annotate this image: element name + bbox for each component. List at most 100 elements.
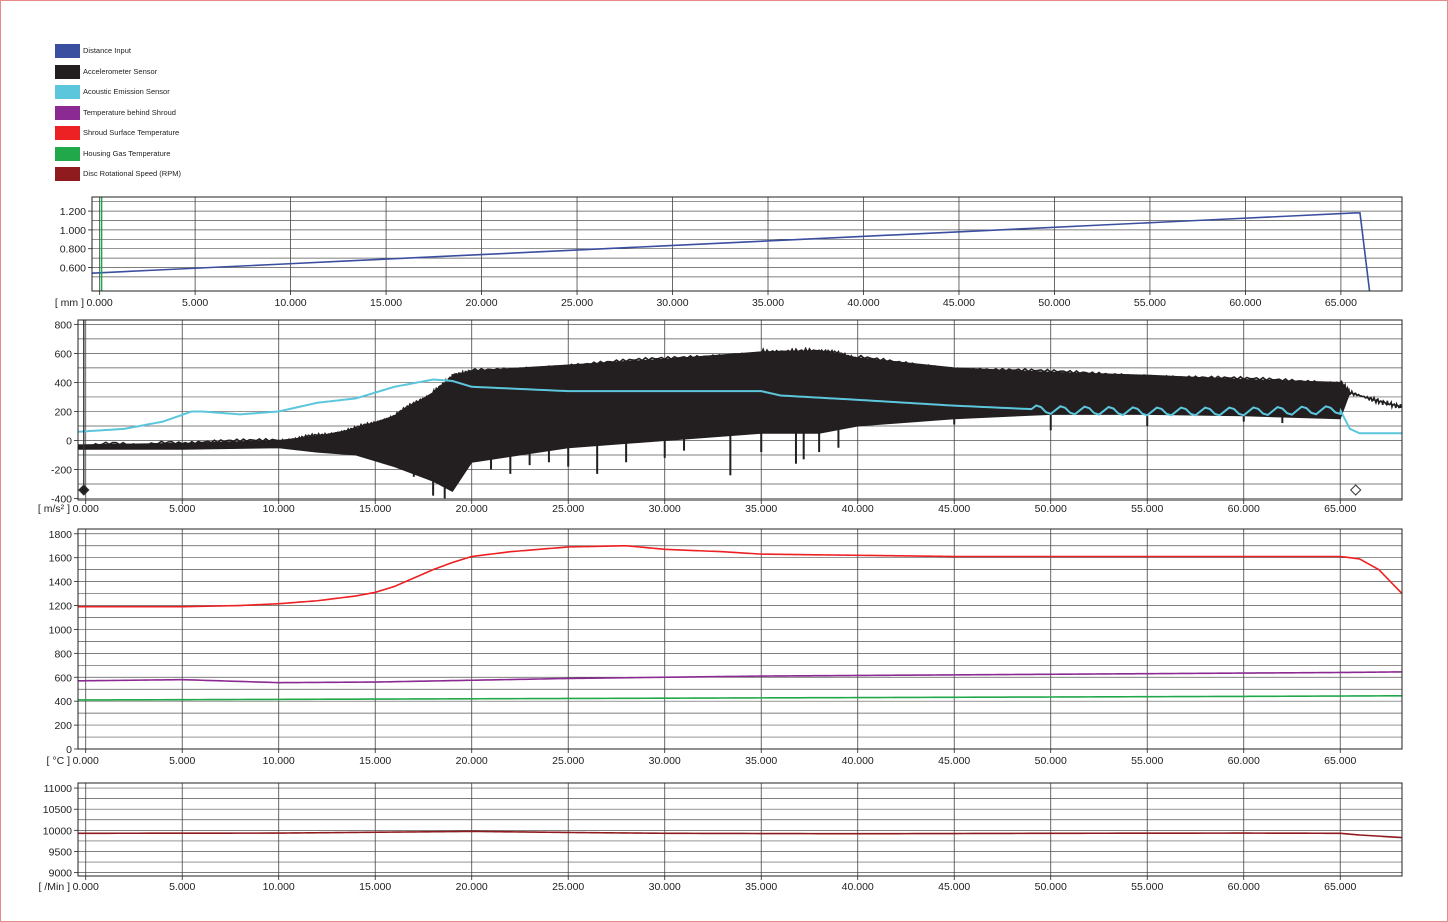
y-tick-label: 1.200 — [60, 206, 86, 218]
legend-swatch — [55, 146, 80, 161]
x-tick-label: 55.000 — [1131, 881, 1163, 893]
x-tick-label: 5.000 — [169, 503, 195, 515]
legend-swatch — [55, 126, 80, 140]
x-tick-label: 35.000 — [745, 881, 777, 893]
x-tick-label: 65.000 — [1324, 755, 1356, 767]
x-tick-label: 25.000 — [552, 503, 584, 515]
x-tick-label: 0.000 — [86, 297, 112, 309]
x-tick-label: 55.000 — [1131, 503, 1163, 515]
x-tick-label: 20.000 — [456, 503, 488, 515]
series-accelerometer-sensor-edge — [77, 346, 1403, 449]
legend-label: Disc Rotational Speed (RPM) — [83, 169, 181, 178]
x-tick-label: 45.000 — [938, 755, 970, 767]
y-tick-label: 800 — [54, 648, 72, 660]
x-tick-label: 50.000 — [1035, 881, 1067, 893]
unit-label: [ °C ] — [47, 755, 71, 767]
y-tick-label: 1000 — [49, 624, 73, 636]
x-tick-label: 25.000 — [552, 755, 584, 767]
series-distance-input-line — [91, 212, 1371, 292]
x-tick-label: 10.000 — [263, 755, 295, 767]
plot-border — [91, 196, 1403, 292]
y-tick-label: 0.600 — [60, 263, 86, 275]
series-temperature-behind-shroud-line — [77, 671, 1403, 684]
x-tick-label: 40.000 — [847, 297, 879, 309]
chart-panel-rpm: 9000 9500 10000 10500 11000 0.000 5.000 10.000 1… — [38, 782, 1403, 893]
x-tick-label: 65.000 — [1324, 881, 1356, 893]
x-tick-label: 15.000 — [359, 503, 391, 515]
plot-border — [77, 528, 1403, 750]
x-tick-label: 50.000 — [1038, 297, 1070, 309]
x-tick-label: 60.000 — [1229, 297, 1261, 309]
x-tick-label: 10.000 — [263, 503, 295, 515]
unit-label: [ /Min ] — [38, 881, 70, 893]
series-disc-rotational-speed-rpm-line — [77, 830, 1403, 839]
cursor-marker-icon — [78, 484, 90, 496]
x-tick-label: 15.000 — [370, 297, 402, 309]
x-tick-label: 20.000 — [456, 881, 488, 893]
plot-area — [92, 197, 1402, 291]
unit-label: [ m/s² ] — [38, 503, 70, 515]
legend-label: Acoustic Emission Sensor — [83, 87, 170, 96]
y-tick-label: 10500 — [43, 804, 72, 816]
legend-swatch — [55, 44, 80, 58]
series-shroud-surface-temperature-line — [78, 544, 1403, 608]
x-tick-label: 45.000 — [938, 881, 970, 893]
x-tick-label: 45.000 — [943, 297, 975, 309]
x-tick-label: 30.000 — [649, 755, 681, 767]
y-tick-label: 9000 — [49, 868, 73, 880]
x-tick-label: 10.000 — [275, 297, 307, 309]
x-tick-label: 60.000 — [1228, 881, 1260, 893]
x-tick-label: 55.000 — [1134, 297, 1166, 309]
plot-area — [78, 529, 1402, 749]
x-tick-label: 30.000 — [649, 881, 681, 893]
series-housing-gas-temperature-line — [77, 694, 1403, 701]
legend-swatch — [55, 105, 80, 120]
chart-panel-temperature: 0 200 400 600 800 1000 1200 1400 1600 1800 0.000 5.… — [47, 528, 1403, 767]
x-tick-label: 5.000 — [169, 881, 195, 893]
y-tick-label: 1200 — [49, 601, 73, 613]
x-tick-label: 20.000 — [456, 755, 488, 767]
y-tick-label: 400 — [54, 696, 72, 708]
legend-label: Shroud Surface Temperature — [83, 128, 180, 137]
y-tick-label: 1600 — [49, 553, 73, 565]
x-tick-label: 40.000 — [842, 755, 874, 767]
x-tick-label: 5.000 — [169, 755, 195, 767]
plot-border — [77, 782, 1403, 877]
y-tick-label: 11000 — [44, 783, 73, 795]
y-tick-label: 1.000 — [60, 225, 86, 237]
y-tick-label: -200 — [51, 465, 72, 477]
y-tick-label: 10000 — [43, 825, 72, 837]
x-tick-label: 60.000 — [1228, 503, 1260, 515]
x-tick-label: 20.000 — [466, 297, 498, 309]
plot-border — [77, 319, 1403, 501]
x-tick-label: 65.000 — [1325, 297, 1357, 309]
x-tick-label: 40.000 — [842, 503, 874, 515]
legend-label: Accelerometer Sensor — [83, 66, 158, 76]
x-tick-label: 50.000 — [1035, 755, 1067, 767]
y-tick-label: 200 — [54, 406, 72, 418]
x-tick-label: 40.000 — [842, 881, 874, 893]
y-tick-label: 1400 — [49, 577, 73, 589]
legend-swatch — [55, 167, 80, 181]
y-tick-label: 0 — [66, 435, 72, 447]
cursor-marker-icon — [1349, 484, 1362, 496]
y-tick-label: 600 — [54, 348, 72, 360]
x-tick-label: 50.000 — [1035, 503, 1067, 515]
y-tick-label: 0.800 — [60, 244, 86, 256]
y-tick-label: 0 — [66, 744, 72, 756]
y-tick-label: 600 — [54, 672, 72, 684]
legend-label: Temperature behind Shroud — [83, 107, 176, 117]
x-tick-label: 0.000 — [73, 755, 99, 767]
chart-panel-acceleration: -400 -200 0 200 400 600 800 0.000 5.000 10.000 15.… — [38, 319, 1403, 515]
x-tick-label: 30.000 — [656, 297, 688, 309]
x-tick-label: 35.000 — [745, 755, 777, 767]
x-tick-label: 15.000 — [359, 881, 391, 893]
legend-label: Distance Input — [83, 46, 131, 55]
y-tick-label: 1800 — [49, 529, 73, 541]
legend-swatch — [55, 64, 80, 79]
x-tick-label: 0.000 — [73, 881, 99, 893]
x-tick-label: 45.000 — [938, 503, 970, 515]
x-tick-label: 35.000 — [752, 297, 784, 309]
y-tick-label: 400 — [54, 377, 72, 389]
legend-swatch — [55, 85, 80, 99]
